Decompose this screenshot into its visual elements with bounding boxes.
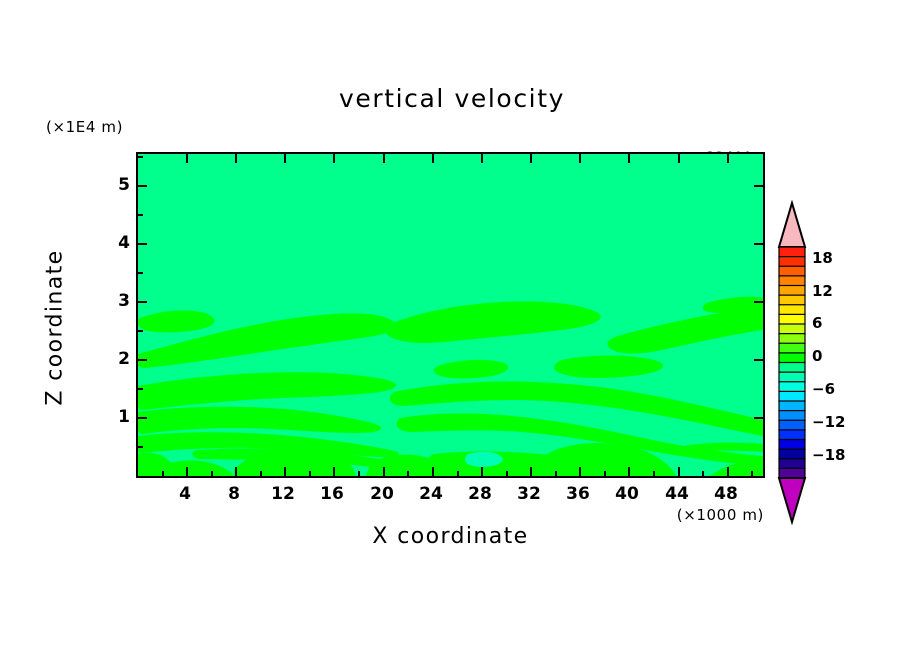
colorbar-band bbox=[778, 371, 806, 383]
colorbar-band bbox=[778, 333, 806, 345]
colorbar bbox=[777, 200, 807, 526]
colorbar-band bbox=[778, 342, 806, 354]
colorbar-band bbox=[778, 313, 806, 326]
colorbar-band bbox=[778, 256, 806, 268]
colorbar-tick-label: 12 bbox=[812, 282, 833, 300]
contour-field bbox=[138, 154, 763, 476]
x-tick-label: 4 bbox=[179, 484, 191, 504]
colorbar-band bbox=[778, 381, 806, 393]
colorbar-band bbox=[778, 458, 806, 470]
colorbar-tick-label: −12 bbox=[812, 413, 846, 431]
colorbar-band bbox=[778, 390, 806, 403]
colorbar-band bbox=[778, 419, 806, 431]
colorbar-band bbox=[778, 275, 806, 287]
x-tick-label: 40 bbox=[615, 484, 639, 504]
y-tick-label: 5 bbox=[118, 175, 130, 195]
y-axis-title: Z coordinate bbox=[42, 249, 68, 406]
x-tick-label: 36 bbox=[566, 484, 590, 504]
axis-tick-marks bbox=[138, 154, 763, 476]
colorbar-tick-label: −18 bbox=[812, 446, 846, 464]
colorbar-band bbox=[778, 304, 806, 316]
colorbar-band bbox=[778, 352, 806, 364]
x-tick-label: 12 bbox=[271, 484, 295, 504]
colorbar-tick-label: 0 bbox=[812, 347, 823, 365]
colorbar-band bbox=[778, 294, 806, 306]
x-tick-label: 20 bbox=[370, 484, 394, 504]
colorbar-band bbox=[778, 265, 806, 277]
y-axis-unit-label: (×1E4 m) bbox=[46, 118, 124, 136]
x-tick-label: 44 bbox=[665, 484, 689, 504]
contour-band-positive bbox=[138, 296, 763, 476]
colorbar-band bbox=[778, 410, 806, 422]
colorbar-bands bbox=[778, 246, 806, 480]
y-tick-label: 2 bbox=[118, 349, 130, 369]
x-tick-label: 28 bbox=[468, 484, 492, 504]
contour-band-turquoise bbox=[464, 451, 503, 467]
x-tick-label: 8 bbox=[228, 484, 240, 504]
colorbar-band bbox=[778, 323, 806, 335]
colorbar-band bbox=[778, 284, 806, 297]
x-tick-label: 24 bbox=[419, 484, 443, 504]
colorbar-band bbox=[778, 361, 806, 374]
colorbar-band bbox=[778, 246, 806, 258]
colorbar-tick-label: 18 bbox=[812, 249, 833, 267]
y-tick-label: 4 bbox=[118, 233, 130, 253]
x-axis-unit-label: (×1000 m) bbox=[676, 506, 764, 524]
x-axis-title: X coordinate bbox=[372, 524, 529, 549]
contour-plot-area bbox=[136, 152, 765, 478]
page-title: vertical velocity bbox=[338, 84, 566, 113]
colorbar-tick-label: 6 bbox=[812, 314, 823, 332]
x-tick-label: 48 bbox=[714, 484, 738, 504]
colorbar-band bbox=[778, 429, 806, 441]
colorbar-over-range-tip bbox=[777, 200, 807, 248]
y-tick-label: 1 bbox=[118, 407, 130, 427]
y-tick-label: 3 bbox=[118, 291, 130, 311]
colorbar-under-range-tip bbox=[777, 477, 807, 526]
x-tick-label: 16 bbox=[320, 484, 344, 504]
colorbar-tick-label: −6 bbox=[812, 380, 836, 398]
colorbar-band bbox=[778, 400, 806, 412]
colorbar-band bbox=[778, 438, 806, 451]
colorbar-band bbox=[778, 448, 806, 460]
colorbar-band bbox=[778, 467, 806, 480]
x-tick-label: 32 bbox=[517, 484, 541, 504]
